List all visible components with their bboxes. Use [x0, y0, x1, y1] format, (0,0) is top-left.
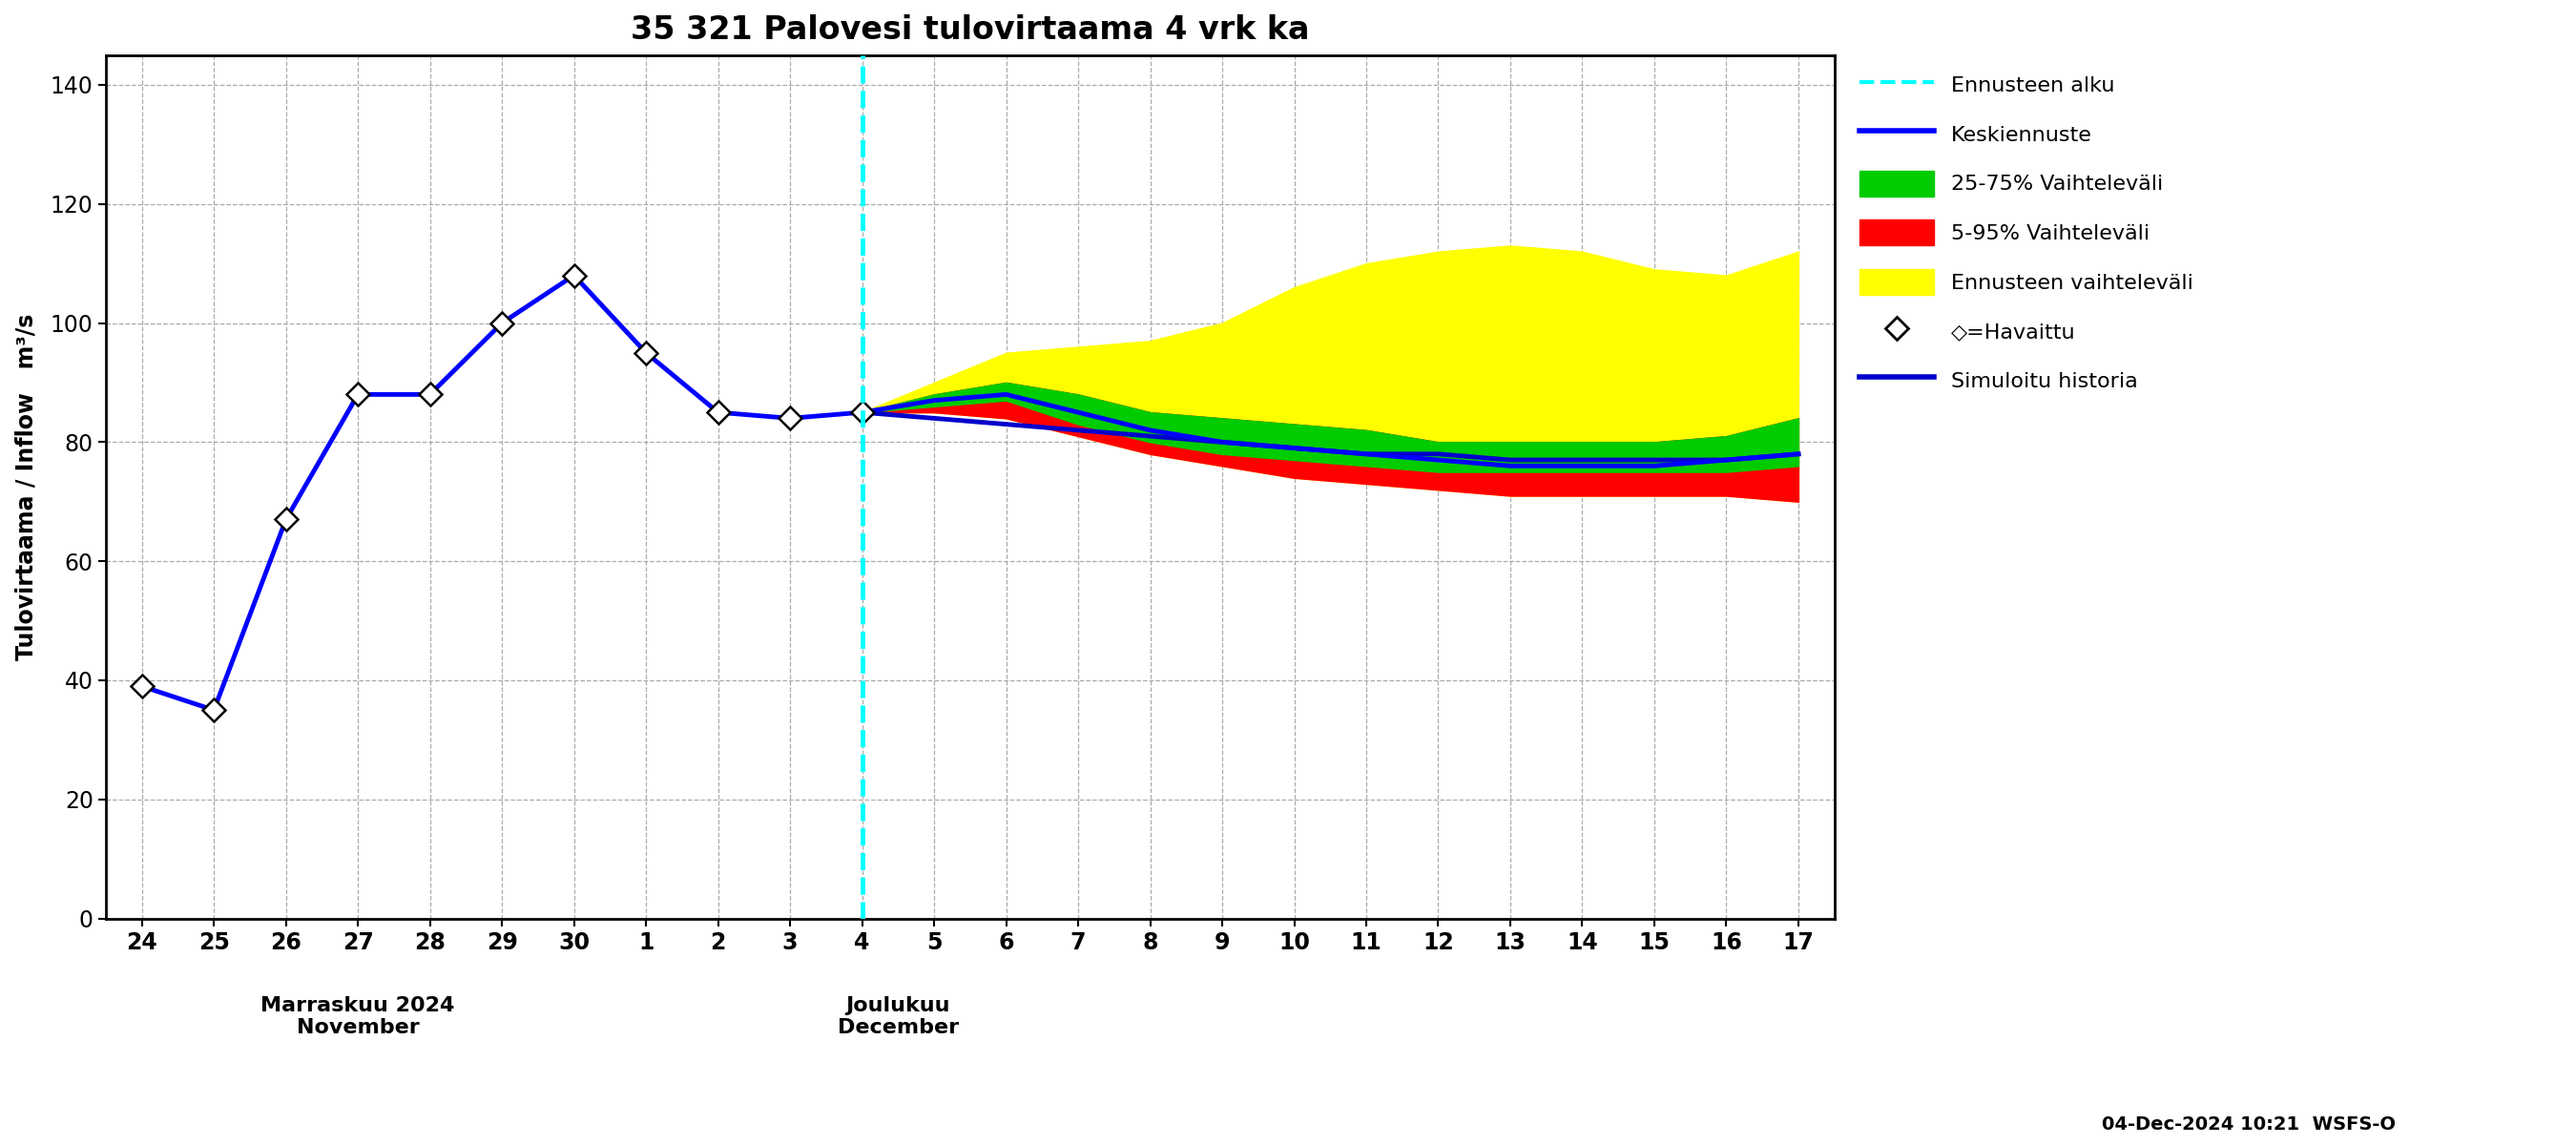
Legend: Ennusteen alku, Keskiennuste, 25-75% Vaihteleväli, 5-95% Vaihteleväli, Ennusteen: Ennusteen alku, Keskiennuste, 25-75% Vai…: [1855, 65, 2200, 400]
Y-axis label: Tulovirtaama / Inflow   m³/s: Tulovirtaama / Inflow m³/s: [15, 314, 36, 661]
Text: Marraskuu 2024
November: Marraskuu 2024 November: [260, 996, 456, 1037]
Text: 04-Dec-2024 10:21  WSFS-O: 04-Dec-2024 10:21 WSFS-O: [2102, 1115, 2396, 1134]
Text: Joulukuu
December: Joulukuu December: [837, 996, 958, 1037]
Title: 35 321 Palovesi tulovirtaama 4 vrk ka: 35 321 Palovesi tulovirtaama 4 vrk ka: [631, 14, 1309, 46]
